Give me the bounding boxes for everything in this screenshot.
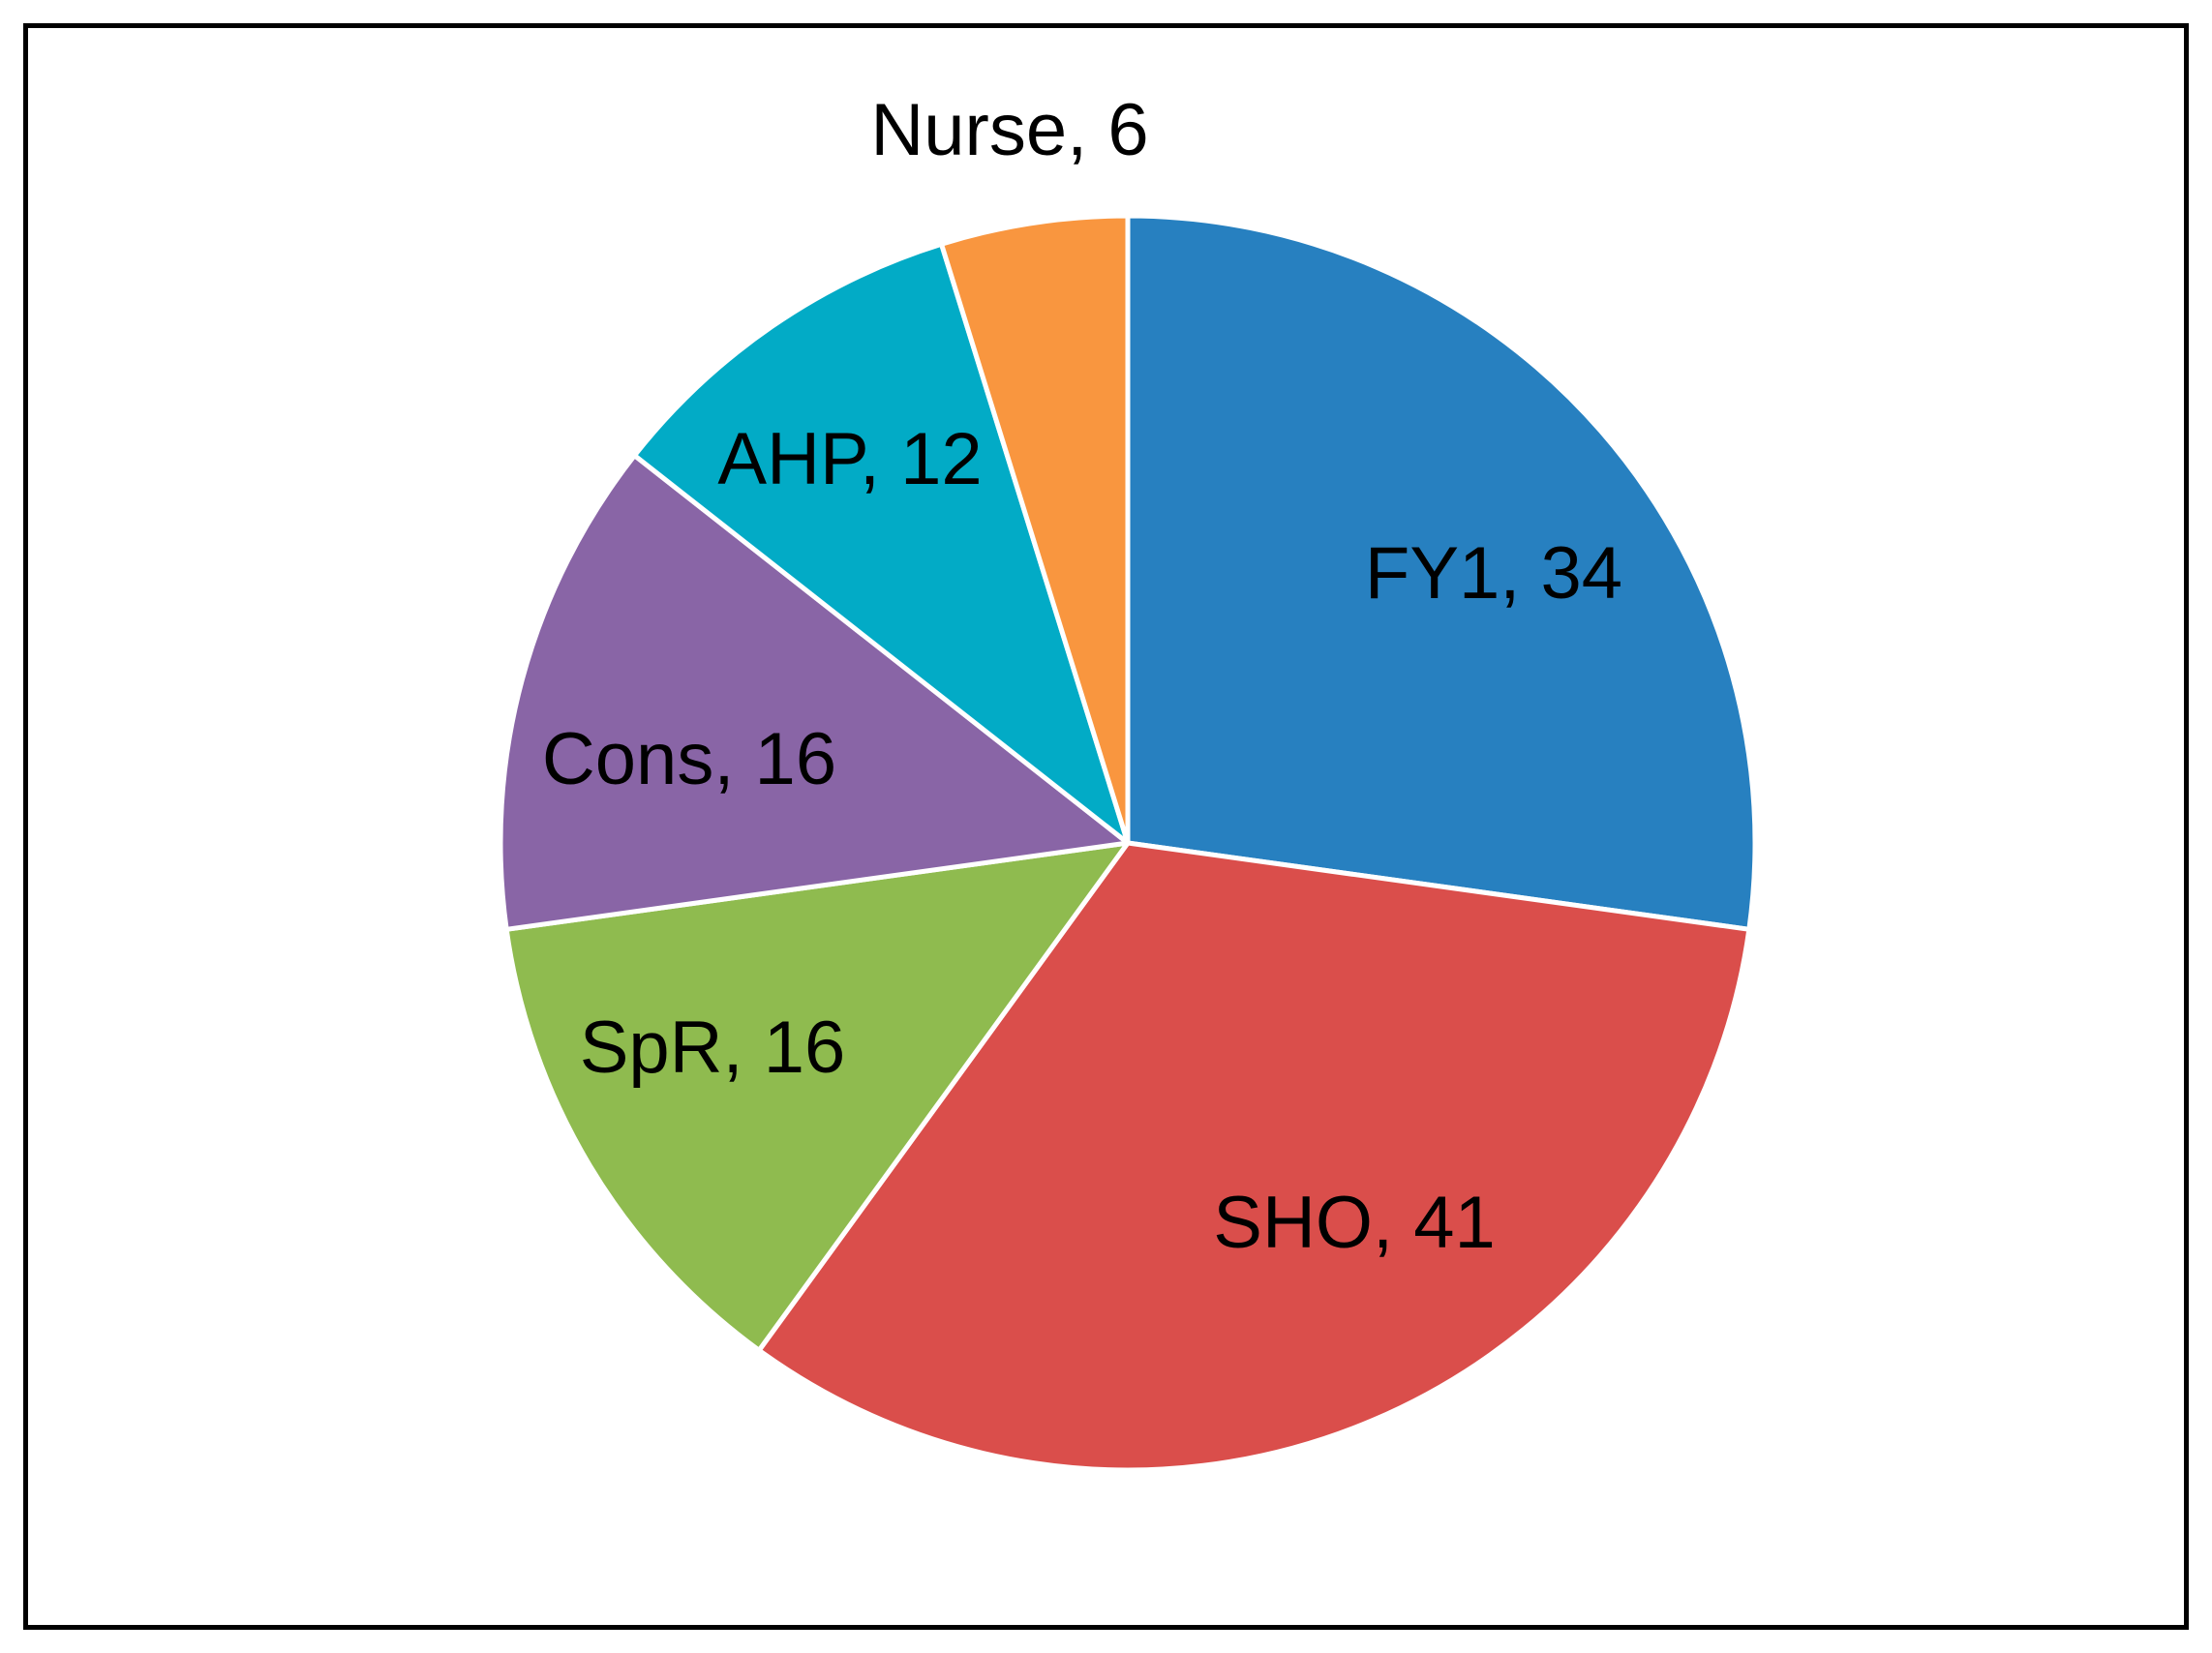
pie-slice-nurse xyxy=(939,213,1131,846)
pie-label-sho: SHO, 41 xyxy=(1213,1182,1495,1264)
pie-label-nurse: Nurse, 6 xyxy=(870,89,1148,171)
pie-label-spr: SpR, 16 xyxy=(580,1007,846,1089)
pie-slice-spr xyxy=(503,840,1131,1353)
pie-labels: FY1, 34 SHO, 41 SpR, 16 Cons, 16 AHP, 12 Nurs… xyxy=(542,89,1622,1264)
pie-label-ahp: AHP, 12 xyxy=(717,418,982,500)
pie-slice-fy1 xyxy=(1125,213,1758,932)
pie-slice-cons xyxy=(498,453,1131,932)
pie-label-fy1: FY1, 34 xyxy=(1365,532,1622,615)
pie-label-cons: Cons, 16 xyxy=(542,718,836,800)
pie-slices xyxy=(498,213,1758,1473)
pie-slice-sho xyxy=(756,840,1752,1473)
pie-slice-ahp xyxy=(631,241,1131,846)
